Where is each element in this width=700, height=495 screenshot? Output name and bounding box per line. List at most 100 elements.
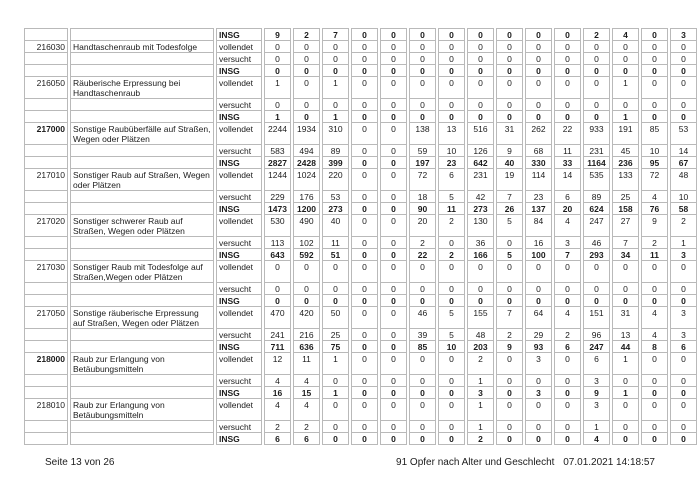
- value-cell: 19: [496, 169, 523, 191]
- value-cell: 10: [670, 191, 697, 203]
- offense-description-cell: [70, 341, 214, 353]
- value-cell: 642: [467, 157, 494, 169]
- value-cell: 0: [351, 329, 378, 341]
- value-cell: 0: [496, 353, 523, 375]
- value-cell: 0: [438, 237, 465, 249]
- value-cell: 34: [612, 249, 639, 261]
- value-cell: 0: [496, 111, 523, 123]
- value-cell: 0: [409, 295, 436, 307]
- value-cell: 12: [264, 353, 291, 375]
- value-cell: 0: [351, 387, 378, 399]
- value-cell: 0: [322, 295, 349, 307]
- footer-right: 91 Opfer nach Alter und Geschlecht 07.01…: [396, 457, 655, 468]
- value-cell: 2: [264, 421, 291, 433]
- value-cell: 46: [409, 307, 436, 329]
- value-cell: 85: [409, 341, 436, 353]
- value-cell: 9: [264, 28, 291, 41]
- value-cell: 0: [380, 237, 407, 249]
- status-cell: INSG: [216, 65, 262, 77]
- value-cell: 1: [467, 375, 494, 387]
- value-cell: 11: [438, 203, 465, 215]
- value-cell: 0: [264, 41, 291, 53]
- value-cell: 0: [554, 295, 581, 307]
- value-cell: 0: [380, 145, 407, 157]
- value-cell: 22: [409, 249, 436, 261]
- value-cell: 51: [322, 249, 349, 261]
- value-cell: 0: [525, 99, 552, 111]
- value-cell: 0: [380, 399, 407, 421]
- value-cell: 0: [438, 28, 465, 41]
- value-cell: 0: [264, 261, 291, 283]
- value-cell: 0: [670, 99, 697, 111]
- value-cell: 0: [322, 433, 349, 445]
- value-cell: 0: [670, 353, 697, 375]
- value-cell: 1: [670, 237, 697, 249]
- status-cell: versucht: [216, 329, 262, 341]
- value-cell: 0: [496, 77, 523, 99]
- value-cell: 2: [293, 28, 320, 41]
- value-cell: 2: [467, 433, 494, 445]
- status-cell: vollendet: [216, 399, 262, 421]
- value-cell: 84: [525, 215, 552, 237]
- offense-code-cell: [24, 341, 68, 353]
- value-cell: 14: [670, 145, 697, 157]
- value-cell: 26: [496, 203, 523, 215]
- value-cell: 0: [409, 111, 436, 123]
- value-cell: 0: [641, 41, 668, 53]
- value-cell: 3: [670, 307, 697, 329]
- value-cell: 25: [322, 329, 349, 341]
- value-cell: 490: [293, 215, 320, 237]
- status-cell: INSG: [216, 157, 262, 169]
- value-cell: 1: [264, 111, 291, 123]
- offense-code-cell: 217000: [24, 123, 68, 145]
- value-cell: 40: [322, 215, 349, 237]
- value-cell: 36: [467, 237, 494, 249]
- value-cell: 0: [641, 295, 668, 307]
- value-cell: 72: [641, 169, 668, 191]
- value-cell: 0: [322, 421, 349, 433]
- value-cell: 176: [293, 191, 320, 203]
- value-cell: 0: [264, 53, 291, 65]
- value-cell: 10: [438, 341, 465, 353]
- value-cell: 89: [583, 191, 610, 203]
- value-cell: 2244: [264, 123, 291, 145]
- value-cell: 95: [641, 157, 668, 169]
- value-cell: 29: [525, 329, 552, 341]
- value-cell: 58: [670, 203, 697, 215]
- offense-description-cell: [70, 433, 214, 445]
- value-cell: 0: [351, 283, 378, 295]
- value-cell: 25: [612, 191, 639, 203]
- table-row: 217030 Sonstiger Raub mit Todesfolge auf …: [24, 261, 697, 283]
- status-cell: INSG: [216, 111, 262, 123]
- value-cell: 0: [438, 375, 465, 387]
- value-cell: 6: [670, 341, 697, 353]
- value-cell: 1: [322, 353, 349, 375]
- value-cell: 0: [525, 65, 552, 77]
- value-cell: 0: [554, 111, 581, 123]
- value-cell: 0: [380, 123, 407, 145]
- value-cell: 0: [641, 283, 668, 295]
- value-cell: 2: [641, 237, 668, 249]
- value-cell: 0: [525, 53, 552, 65]
- value-cell: 48: [467, 329, 494, 341]
- value-cell: 2: [554, 329, 581, 341]
- value-cell: 643: [264, 249, 291, 261]
- value-cell: 0: [264, 65, 291, 77]
- value-cell: 0: [496, 421, 523, 433]
- value-cell: 0: [670, 41, 697, 53]
- value-cell: 0: [322, 99, 349, 111]
- value-cell: 7: [554, 249, 581, 261]
- value-cell: 0: [351, 341, 378, 353]
- value-cell: 4: [583, 433, 610, 445]
- offense-code-cell: [24, 421, 68, 433]
- value-cell: 0: [351, 215, 378, 237]
- offense-description-cell: [70, 157, 214, 169]
- value-cell: 0: [641, 399, 668, 421]
- value-cell: 0: [641, 99, 668, 111]
- value-cell: 0: [467, 77, 494, 99]
- value-cell: 0: [438, 111, 465, 123]
- value-cell: 0: [612, 399, 639, 421]
- value-cell: 4: [264, 375, 291, 387]
- value-cell: 583: [264, 145, 291, 157]
- offense-code-cell: [24, 145, 68, 157]
